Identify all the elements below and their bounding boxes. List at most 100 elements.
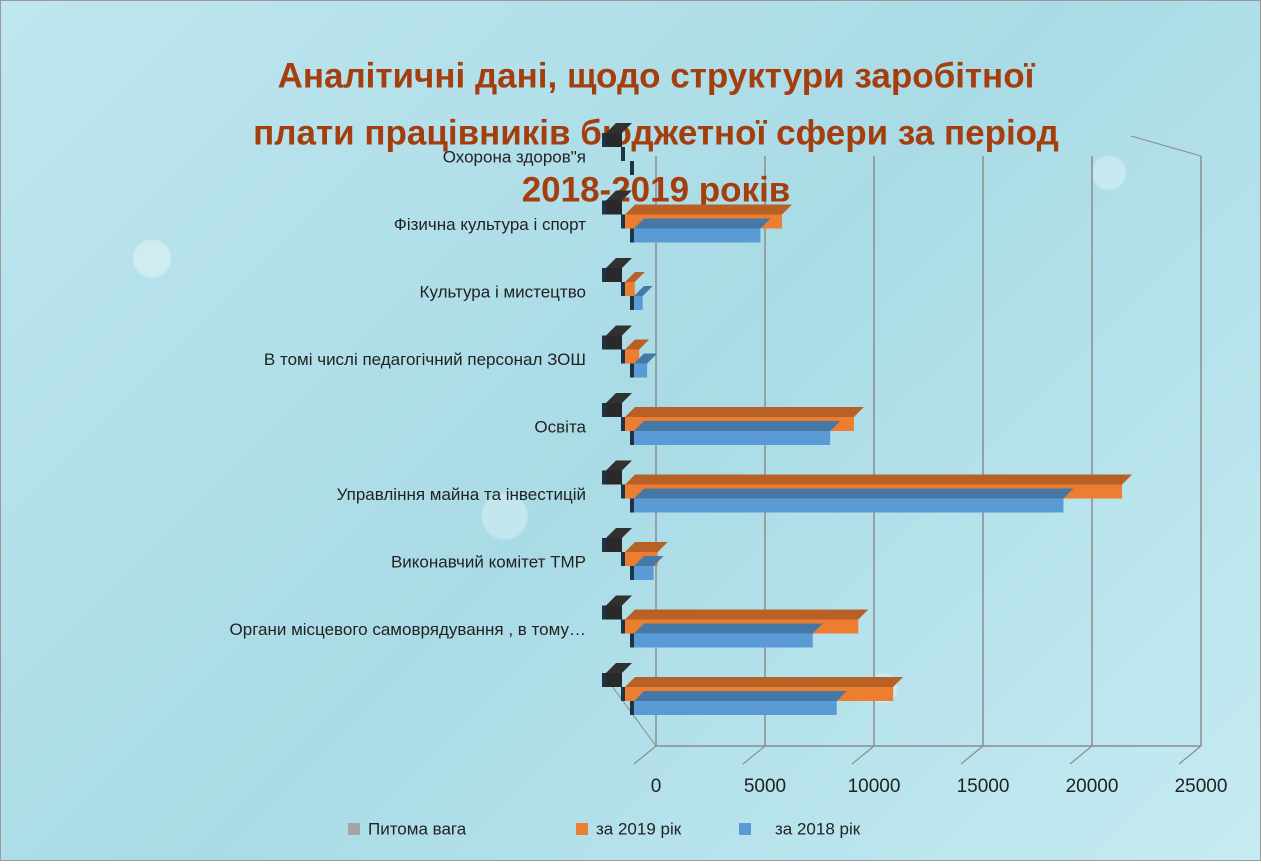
bar-top xyxy=(606,123,632,133)
bar xyxy=(606,538,622,552)
bar-top xyxy=(625,474,1133,485)
bar-top xyxy=(625,204,792,215)
x-tick-label: 0 xyxy=(651,776,662,797)
bar-top xyxy=(606,528,632,538)
bar-top xyxy=(606,460,632,471)
bar xyxy=(625,349,640,364)
bar-side xyxy=(630,701,634,715)
bar-side xyxy=(602,268,606,282)
bar xyxy=(606,470,622,485)
bar-top xyxy=(625,339,650,350)
bar-side xyxy=(621,147,625,161)
bar-top xyxy=(606,393,632,403)
bar-side xyxy=(602,538,606,552)
bar-top xyxy=(634,556,664,566)
legend-swatch xyxy=(348,823,360,835)
bar-side xyxy=(630,161,634,175)
bar xyxy=(634,431,831,445)
bar-side xyxy=(630,633,634,648)
legend-swatch xyxy=(739,823,751,835)
bar-top xyxy=(634,286,653,296)
bar-top xyxy=(625,542,668,552)
chart-title: плати працівників бюджетної сфери за пер… xyxy=(253,113,1059,152)
grid-line-floor xyxy=(851,745,875,765)
bar xyxy=(606,200,622,215)
bar-top xyxy=(606,663,632,673)
y-tick-label: Культура і мистецтво xyxy=(420,282,586,301)
bar xyxy=(634,566,654,580)
bar-top xyxy=(634,218,771,229)
bar-side xyxy=(621,282,625,296)
grid-line-floor xyxy=(960,745,984,765)
chart-title: 2018-2019 років xyxy=(522,170,791,209)
bar xyxy=(606,403,622,417)
y-tick-label: Управління майна та інвестицій xyxy=(337,485,586,504)
bar-side xyxy=(630,363,634,378)
bar xyxy=(606,673,622,687)
bar-side xyxy=(602,133,606,147)
bar-top xyxy=(606,325,632,336)
bar xyxy=(634,701,837,715)
bar-top xyxy=(634,151,644,161)
bar-side xyxy=(602,335,606,350)
legend-swatch xyxy=(576,823,588,835)
bar-top xyxy=(634,353,658,364)
bar xyxy=(625,282,635,296)
bar-side xyxy=(602,470,606,485)
x-tick-label: 20000 xyxy=(1066,776,1119,797)
y-tick-label: Охорона здоров"я xyxy=(443,147,586,166)
y-tick-label: Освіта xyxy=(534,417,586,436)
bar-top xyxy=(634,421,841,431)
y-tick-label: Фізична культура і спорт xyxy=(394,215,586,234)
bar-side xyxy=(621,687,625,701)
bar-side xyxy=(630,228,634,243)
legend-label: за 2019 рік xyxy=(596,819,682,838)
x-tick-label: 15000 xyxy=(957,776,1010,797)
bar-top xyxy=(606,595,632,606)
bar xyxy=(634,296,643,310)
legend-label: за 2018 рік xyxy=(775,819,861,838)
legend-label: Питома вага xyxy=(368,819,467,838)
bar xyxy=(606,335,622,350)
bar-top xyxy=(606,190,632,201)
bar-side xyxy=(621,417,625,431)
bar-side xyxy=(621,552,625,566)
grid-line-floor xyxy=(1069,745,1093,765)
bar-side xyxy=(621,619,625,634)
y-tick-label: Виконавчий комітет ТМР xyxy=(391,552,586,571)
bar-side xyxy=(602,403,606,417)
axis-side xyxy=(611,685,657,747)
bar xyxy=(634,228,761,243)
bar-side xyxy=(602,605,606,620)
bar xyxy=(634,498,1064,513)
bar-top xyxy=(625,609,869,620)
x-tick-label: 25000 xyxy=(1175,776,1228,797)
bar xyxy=(606,268,622,282)
bar-top xyxy=(634,691,847,701)
bar xyxy=(634,633,813,648)
axis-wall xyxy=(1130,135,1202,157)
x-tick-label: 10000 xyxy=(848,776,901,797)
bar-top xyxy=(606,258,632,268)
bar-top xyxy=(625,677,904,687)
bar-side xyxy=(630,296,634,310)
bar-side xyxy=(602,200,606,215)
bar-side xyxy=(621,214,625,229)
chart-title: Аналітичні дані, щодо структури заробітн… xyxy=(278,56,1036,95)
bar-side xyxy=(630,498,634,513)
bar-top xyxy=(625,272,645,282)
grid-line-floor xyxy=(633,745,657,765)
bar xyxy=(606,605,622,620)
bar-top xyxy=(634,623,823,634)
bar-side xyxy=(602,673,606,687)
grid-line-floor xyxy=(742,745,766,765)
y-tick-label: Органи місцевого самоврядування , в тому… xyxy=(230,620,586,639)
bar-side xyxy=(621,349,625,364)
bar xyxy=(606,133,622,147)
bar-side xyxy=(621,484,625,499)
bar xyxy=(634,363,648,378)
x-tick-label: 5000 xyxy=(744,776,786,797)
bar-side xyxy=(630,431,634,445)
bar-top xyxy=(625,407,864,417)
